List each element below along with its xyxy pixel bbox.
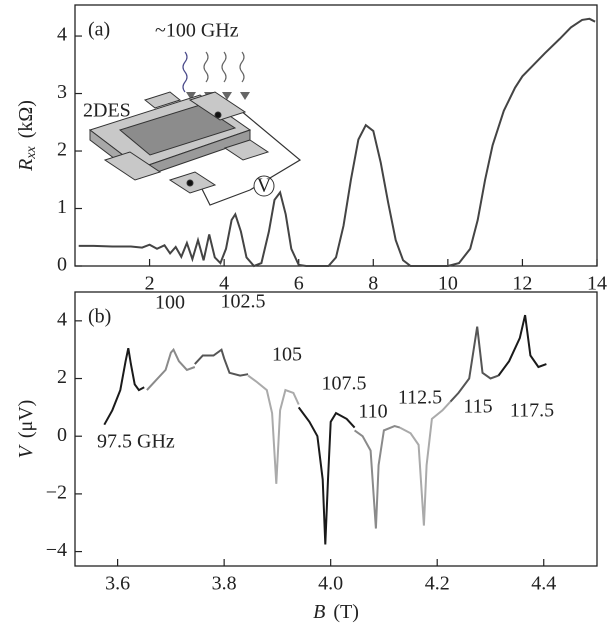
data-line <box>497 314 547 377</box>
series-label: 97.5 GHz <box>97 431 175 453</box>
series-label: 112.5 <box>398 387 442 409</box>
x-tick-label: 12 <box>512 273 532 295</box>
y-axis-label: V (μV) <box>15 400 37 459</box>
y-label-symbol: V <box>15 443 37 458</box>
series-label: 107.5 <box>322 373 367 395</box>
panel-label: (a) <box>88 19 110 41</box>
x-tick-label: 4.2 <box>425 573 450 595</box>
y-tick-label: −4 <box>46 539 67 561</box>
plot-frame <box>74 291 598 567</box>
annotation: ~100 GHz <box>155 20 239 42</box>
y-tick-label: 4 <box>57 308 67 330</box>
x-axis-label: B (T) <box>313 601 359 623</box>
x-tick-label: 3.8 <box>212 573 237 595</box>
data-line <box>247 374 300 484</box>
y-tick-label: 3 <box>57 81 67 103</box>
x-tick-label: 4.4 <box>531 573 556 595</box>
data-line <box>194 348 249 377</box>
y-axis-label: Rxx (kΩ) <box>15 100 40 172</box>
series-label: 110 <box>358 401 387 423</box>
data-line <box>103 347 145 426</box>
y-label-symbol: R <box>15 159 37 172</box>
x-tick-label: 6 <box>294 273 304 295</box>
series-label: 100 <box>155 292 185 314</box>
series-label: 117.5 <box>510 400 554 422</box>
x-tick-label: 4.0 <box>318 573 343 595</box>
x-tick-label: 3.6 <box>105 573 130 595</box>
data-line <box>399 400 452 526</box>
x-label-symbol: B <box>313 601 325 623</box>
device-inset <box>88 51 302 206</box>
x-label-unit: (T) <box>333 601 359 623</box>
y-tick-label: 2 <box>57 139 67 161</box>
series-label: 105 <box>272 344 302 366</box>
panel-label: (b) <box>88 306 111 328</box>
y-tick-label: 1 <box>57 196 67 218</box>
x-tick-label: 14 <box>587 273 607 295</box>
data-line <box>78 17 596 268</box>
y-tick-label: 2 <box>57 366 67 388</box>
data-line <box>354 425 401 529</box>
y-label-unit: (kΩ) <box>15 100 37 138</box>
series-label: 102.5 <box>221 291 266 313</box>
data-line <box>449 326 499 403</box>
x-tick-label: 8 <box>368 273 378 295</box>
y-label-unit: (μV) <box>15 400 37 439</box>
annotation: 2DES <box>83 100 131 122</box>
annotation: V <box>257 175 272 197</box>
y-tick-label: 0 <box>57 424 67 446</box>
data-line <box>146 347 196 391</box>
y-tick-label: 4 <box>57 24 67 46</box>
y-tick-label: 0 <box>57 254 67 276</box>
y-label-subscript: xx <box>24 145 39 159</box>
x-tick-label: 10 <box>438 273 458 295</box>
series-label: 115 <box>463 396 492 418</box>
x-tick-label: 4 <box>219 273 229 295</box>
x-tick-label: 2 <box>145 273 155 295</box>
data-line <box>297 406 356 545</box>
plot-frame <box>74 4 598 267</box>
y-tick-label: −2 <box>46 481 67 503</box>
